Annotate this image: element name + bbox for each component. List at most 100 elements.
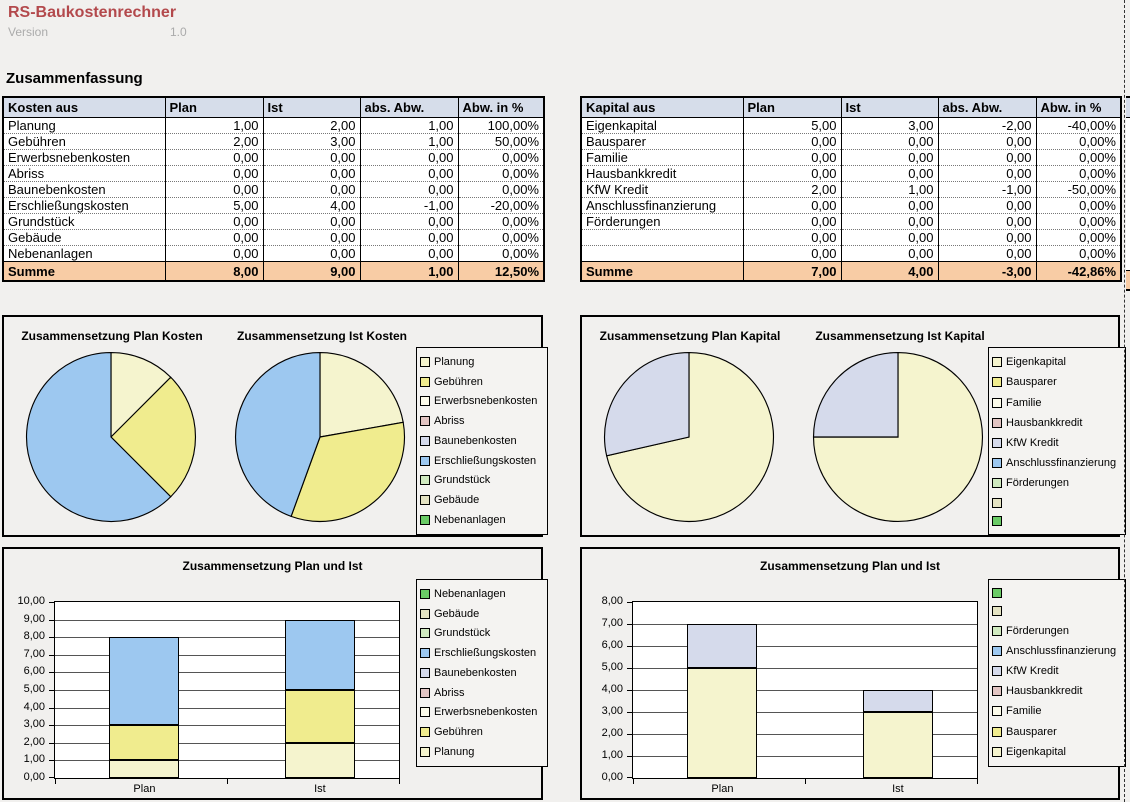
cell[interactable]: 5,00 bbox=[742, 117, 841, 134]
cell[interactable]: Erschließungskosten bbox=[3, 197, 165, 214]
cell[interactable]: 0,00 bbox=[840, 149, 938, 166]
cell[interactable]: 0,00% bbox=[1035, 213, 1121, 230]
pie-plan-kosten[interactable] bbox=[23, 349, 199, 525]
cell[interactable]: Erwerbsnebenkosten bbox=[3, 149, 165, 166]
column-header[interactable]: Kapital aus bbox=[581, 97, 743, 118]
cell[interactable]: 0,00 bbox=[164, 165, 263, 182]
column-header[interactable]: Kosten aus bbox=[3, 97, 165, 118]
column-header[interactable]: Plan bbox=[164, 97, 263, 118]
cell[interactable] bbox=[581, 245, 743, 262]
bar-segment-Erschließungskosten[interactable] bbox=[284, 619, 355, 690]
summe-cell[interactable]: 8,00 bbox=[164, 261, 263, 281]
column-header[interactable]: Ist bbox=[262, 97, 360, 118]
cell[interactable]: 1,00 bbox=[164, 117, 263, 134]
cell[interactable]: 0,00 bbox=[359, 165, 458, 182]
cell[interactable]: 0,00% bbox=[1035, 133, 1121, 150]
column-header[interactable]: Abw. in % bbox=[1035, 97, 1121, 118]
cell[interactable]: KfW Kredit bbox=[581, 181, 743, 198]
cell[interactable]: 0,00 bbox=[359, 229, 458, 246]
cell[interactable]: Baunebenkosten bbox=[3, 181, 165, 198]
cell[interactable]: 3,00 bbox=[840, 117, 938, 134]
pie-plan-kapital[interactable] bbox=[601, 349, 777, 525]
cell[interactable]: 0,00% bbox=[457, 181, 544, 198]
summe-cell[interactable]: Summe bbox=[581, 261, 743, 281]
cell[interactable]: 0,00 bbox=[164, 245, 263, 262]
bar-segment-Eigenkapital[interactable] bbox=[862, 712, 933, 778]
cell[interactable]: 2,00 bbox=[742, 181, 841, 198]
cell[interactable]: -40,00% bbox=[1035, 117, 1121, 134]
cell[interactable]: 0,00 bbox=[742, 197, 841, 214]
cell[interactable]: Bausparer bbox=[581, 133, 743, 150]
cell[interactable]: 0,00 bbox=[359, 181, 458, 198]
pie-slice-Gebühren[interactable] bbox=[290, 421, 406, 523]
cell[interactable]: -20,00% bbox=[457, 197, 544, 214]
cell[interactable]: 0,00% bbox=[457, 165, 544, 182]
pie-chart-panel-kapital[interactable]: Zusammensetzung Plan Kapital Zusammenset… bbox=[580, 315, 1126, 537]
cell[interactable]: 0,00 bbox=[164, 149, 263, 166]
cell[interactable]: 0,00% bbox=[1035, 229, 1121, 246]
column-header[interactable]: Ist bbox=[840, 97, 938, 118]
cell[interactable]: 0,00 bbox=[937, 245, 1036, 262]
cell[interactable]: 0,00% bbox=[457, 245, 544, 262]
cell[interactable]: 0,00 bbox=[262, 213, 360, 230]
cell[interactable]: 1,00 bbox=[359, 117, 458, 134]
pie-slice-Gebühren[interactable] bbox=[110, 376, 197, 498]
cell[interactable]: Gebühren bbox=[3, 133, 165, 150]
cell[interactable]: 0,00 bbox=[164, 229, 263, 246]
cell[interactable]: 0,00 bbox=[359, 213, 458, 230]
pie-chart-panel-kosten[interactable]: Zusammensetzung Plan Kosten Zusammensetz… bbox=[2, 315, 548, 537]
cell[interactable]: Gebäude bbox=[3, 229, 165, 246]
cell[interactable]: 0,00 bbox=[742, 245, 841, 262]
cell[interactable]: 0,00 bbox=[359, 245, 458, 262]
pie-slice-Planung[interactable] bbox=[110, 351, 172, 439]
summe-cell[interactable]: -3,00 bbox=[937, 261, 1036, 281]
cell[interactable]: 1,00 bbox=[840, 181, 938, 198]
cell[interactable]: 2,00 bbox=[262, 117, 360, 134]
cell[interactable]: 0,00 bbox=[937, 213, 1036, 230]
cell[interactable]: 0,00 bbox=[937, 229, 1036, 246]
cell[interactable]: 5,00 bbox=[164, 197, 263, 214]
cell[interactable]: Hausbankkredit bbox=[581, 165, 743, 182]
cell[interactable]: 0,00 bbox=[840, 213, 938, 230]
cell[interactable]: 0,00 bbox=[937, 197, 1036, 214]
cell[interactable]: 0,00 bbox=[262, 165, 360, 182]
cell[interactable]: 0,00 bbox=[262, 181, 360, 198]
cell[interactable]: Nebenanlagen bbox=[3, 245, 165, 262]
bar-segment-Gebühren[interactable] bbox=[109, 725, 180, 761]
pie-slice-Eigenkapital[interactable] bbox=[812, 351, 984, 523]
cell[interactable]: 2,00 bbox=[164, 133, 263, 150]
bar-segment-Planung[interactable] bbox=[109, 760, 180, 778]
cell[interactable]: 0,00 bbox=[937, 165, 1036, 182]
cell[interactable]: 0,00 bbox=[262, 149, 360, 166]
bar-segment-Gebühren[interactable] bbox=[284, 690, 355, 743]
summe-cell[interactable]: 9,00 bbox=[262, 261, 360, 281]
cell[interactable]: -1,00 bbox=[359, 197, 458, 214]
cell[interactable]: 3,00 bbox=[262, 133, 360, 150]
pie-slice-Erschließungskosten[interactable] bbox=[25, 351, 172, 523]
cell[interactable] bbox=[581, 229, 743, 246]
pie-slice-Planung[interactable] bbox=[319, 351, 404, 438]
summe-cell[interactable]: 7,00 bbox=[742, 261, 841, 281]
bar-segment-KfW Kredit[interactable] bbox=[862, 690, 933, 712]
cell[interactable]: 0,00% bbox=[457, 229, 544, 246]
cell[interactable]: Grundstück bbox=[3, 213, 165, 230]
cell[interactable]: Abriss bbox=[3, 165, 165, 182]
cell[interactable]: 0,00 bbox=[840, 197, 938, 214]
cell[interactable]: 0,00 bbox=[262, 229, 360, 246]
bar-segment-Eigenkapital[interactable] bbox=[687, 668, 758, 778]
cell[interactable]: 0,00 bbox=[840, 245, 938, 262]
cell[interactable]: Anschlussfinanzierung bbox=[581, 197, 743, 214]
cell[interactable]: 4,00 bbox=[262, 197, 360, 214]
summe-cell[interactable]: 12,50% bbox=[457, 261, 544, 281]
cell[interactable]: Eigenkapital bbox=[586, 118, 657, 133]
cell[interactable]: 0,00 bbox=[742, 213, 841, 230]
cell[interactable]: Planung bbox=[8, 118, 56, 133]
cell[interactable]: 0,00 bbox=[359, 149, 458, 166]
cell[interactable]: -2,00 bbox=[937, 117, 1036, 134]
cell[interactable]: 50,00% bbox=[457, 133, 544, 150]
pie-slice-KfW Kredit[interactable] bbox=[604, 351, 690, 457]
cell[interactable]: 0,00 bbox=[262, 245, 360, 262]
cell[interactable]: Familie bbox=[581, 149, 743, 166]
cell[interactable]: 0,00 bbox=[742, 149, 841, 166]
cell[interactable]: 100,00% bbox=[457, 117, 544, 134]
